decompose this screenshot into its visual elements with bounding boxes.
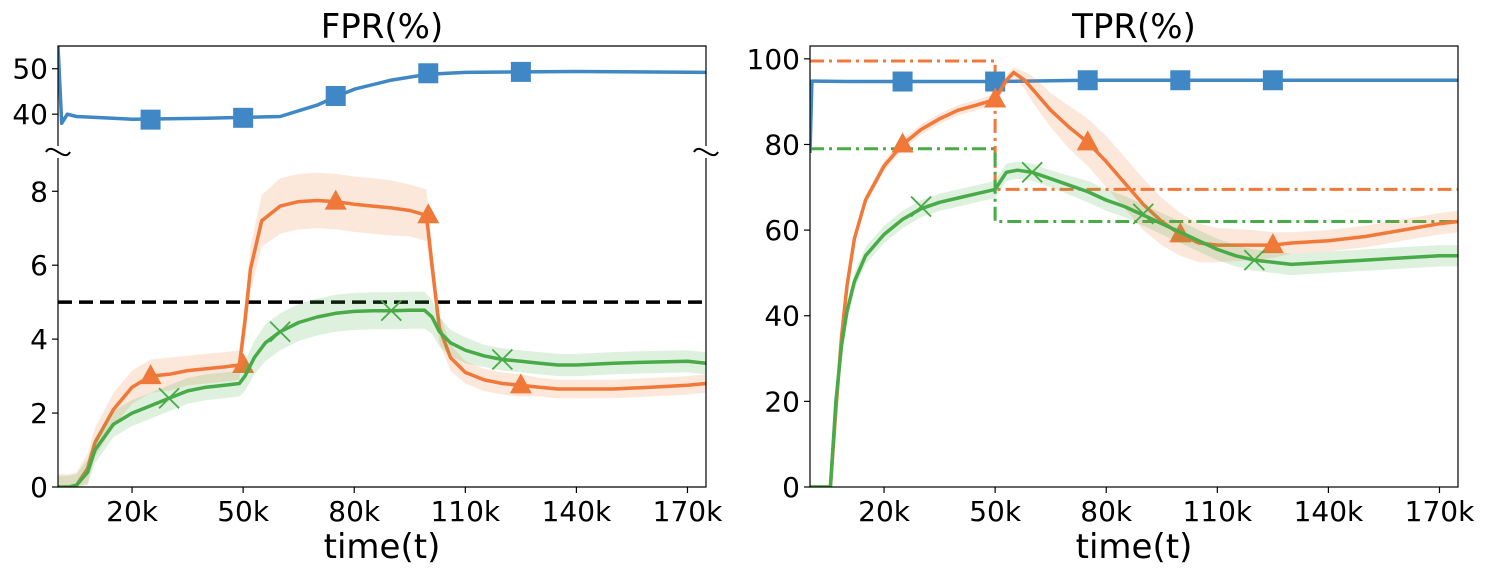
- tpr-y-tick-label: 80: [764, 128, 800, 161]
- tpr-x-tick-label: 50k: [969, 495, 1022, 528]
- tpr-x-tick-label: 80k: [1080, 495, 1133, 528]
- tpr-blue-marker: [1077, 70, 1098, 91]
- fpr-lower-green-marker: [158, 387, 180, 409]
- fpr-chart-title: FPR(%): [321, 7, 444, 47]
- tpr-blue-marker: [892, 71, 913, 92]
- fpr-upper-plot-area: [58, 46, 706, 130]
- tpr-orange-marker: [1261, 233, 1284, 254]
- tpr-green-marker: [1132, 203, 1154, 225]
- fpr-upper-blue-marker: [325, 86, 346, 106]
- fpr-lower-frame: [57, 158, 707, 488]
- fpr-upper-frame: [57, 45, 707, 146]
- fpr-lower-orange-marker: [324, 189, 347, 210]
- tpr-orange-marker: [1076, 130, 1099, 151]
- fpr-x-tick-label: 110k: [430, 495, 500, 528]
- fpr-x-tick-label: 80k: [328, 495, 381, 528]
- tpr-y-tick-label: 0: [782, 471, 800, 504]
- fpr-upper-blue-marker: [510, 61, 531, 82]
- tpr-blue-marker: [1170, 70, 1191, 91]
- fpr-lower-orange-band: [58, 172, 706, 487]
- tpr-green-marker: [910, 195, 932, 218]
- tpr-green-marker: [1021, 161, 1043, 183]
- fpr-lower-y-tick-label: 6: [30, 249, 48, 282]
- fpr-lower-orange-marker: [509, 373, 532, 394]
- fpr-lower-green-marker: [380, 300, 402, 322]
- axis-break-mark: [45, 147, 71, 157]
- fpr-upper-y-tick-label: 40: [12, 98, 48, 131]
- tpr-x-tick-label: 170k: [1405, 495, 1475, 528]
- tpr-green-line: [810, 168, 1458, 487]
- fpr-chart: FPR(%) 40 50 0 2 4 6 8 20k 50k 80k 110k 140k 170k ti…: [12, 7, 723, 567]
- tpr-reference-orange: [810, 59, 1458, 191]
- axis-break-mark: [693, 147, 719, 157]
- tpr-x-tick-label: 110k: [1182, 495, 1252, 528]
- fpr-lower-plot-area: [58, 172, 706, 487]
- fpr-upper-blue-marker: [140, 109, 161, 130]
- fpr-lower-y-tick-label: 8: [30, 175, 48, 208]
- fpr-upper-blue-marker: [233, 107, 254, 128]
- tpr-chart: TPR(%) 0 20 40 60 80 100 20k 50k 80k 110k 140k 170k…: [747, 7, 1476, 567]
- tpr-chart-title: TPR(%): [1071, 7, 1196, 47]
- fpr-axes: 40 50 0 2 4 6 8 20k 50k 80k 110k 140k 170k: [12, 45, 723, 528]
- tpr-y-tick-label: 60: [764, 214, 800, 247]
- tpr-x-tick-label: 140k: [1294, 495, 1364, 528]
- tpr-orange-band: [810, 67, 1458, 487]
- tpr-y-tick-label: 40: [764, 300, 800, 333]
- fpr-lower-y-tick-label: 4: [30, 323, 48, 356]
- tpr-blue-marker: [985, 71, 1006, 92]
- tpr-plot-area: [810, 59, 1458, 487]
- fpr-lower-y-tick-label: 0: [30, 471, 48, 504]
- tpr-orange-marker: [891, 132, 914, 153]
- tpr-blue-marker: [1262, 70, 1283, 91]
- fpr-lower-green-marker: [269, 321, 291, 343]
- tpr-x-tick-label: 20k: [858, 495, 911, 528]
- tpr-axes: 0 20 40 60 80 100 20k 50k 80k 110k 140k 170k: [747, 43, 1476, 528]
- tpr-xlabel: time(t): [1076, 527, 1193, 567]
- tpr-frame: [809, 45, 1459, 488]
- tpr-y-tick-label: 20: [764, 385, 800, 418]
- fpr-xlabel: time(t): [324, 527, 441, 567]
- fpr-lower-green-marker: [491, 348, 513, 371]
- fpr-lower-orange-marker: [417, 203, 440, 224]
- tpr-orange-line: [810, 70, 1458, 487]
- fpr-upper-blue-marker: [418, 63, 439, 84]
- tpr-green-marker: [1243, 249, 1265, 271]
- tpr-orange-marker: [984, 87, 1007, 108]
- tpr-y-tick-label: 100: [747, 43, 800, 76]
- fpr-upper-blue-line: [58, 46, 706, 126]
- fpr-lower-y-tick-label: 2: [30, 397, 48, 430]
- fpr-lower-orange-marker: [139, 364, 162, 385]
- fpr-x-tick-label: 170k: [653, 495, 723, 528]
- fpr-x-tick-label: 50k: [217, 495, 270, 528]
- fpr-lower-green-line: [58, 308, 706, 487]
- fpr-x-tick-label: 140k: [542, 495, 612, 528]
- fpr-lower-orange-line: [58, 198, 706, 487]
- fpr-x-tick-label: 20k: [106, 495, 159, 528]
- fpr-upper-y-tick-label: 50: [12, 53, 48, 86]
